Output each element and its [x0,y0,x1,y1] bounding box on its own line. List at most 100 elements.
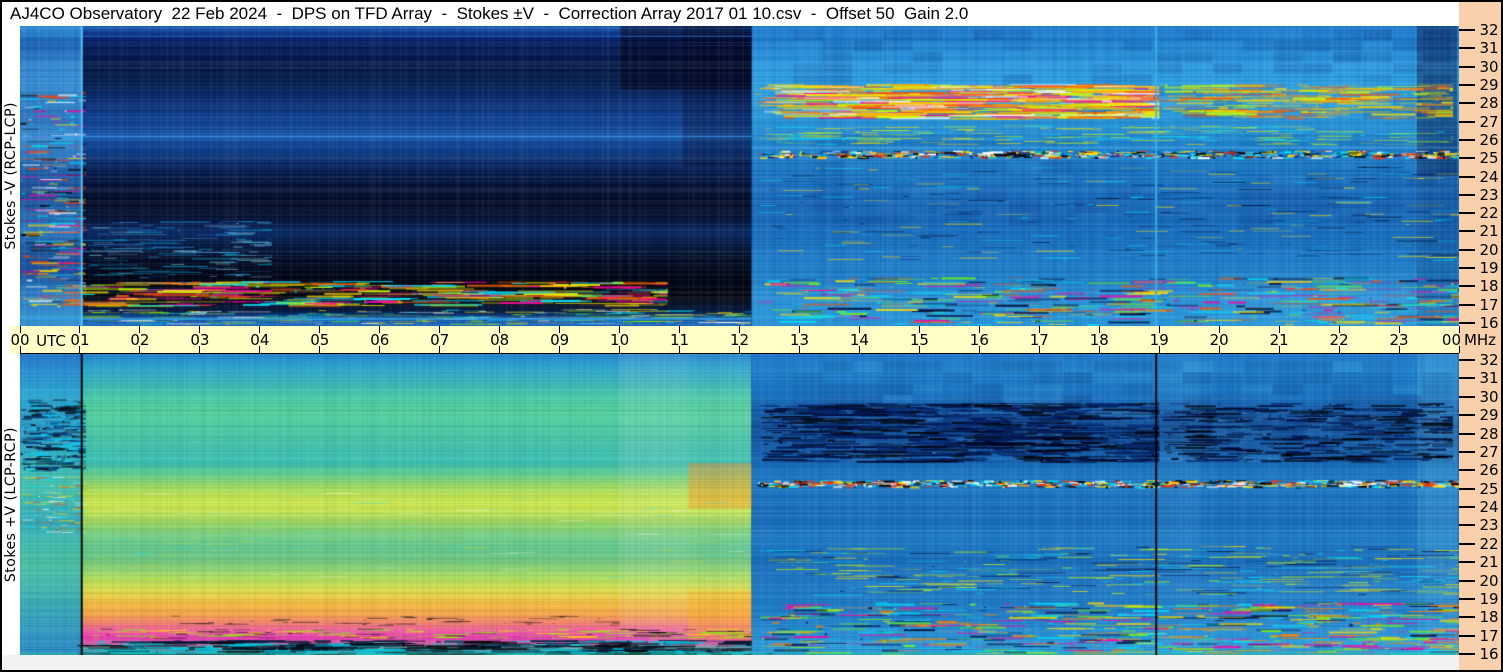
freq-tick-label: 27 [1479,442,1499,461]
bottom-panel-label-box: Stokes +V (LCP-RCP) [2,354,20,655]
freq-tick [1459,579,1475,582]
time-tick [798,346,800,353]
time-tick-label: 21 [1269,331,1289,349]
freq-tick-label: 17 [1479,295,1499,314]
time-tick-label: 15 [909,331,929,349]
freq-tick [1459,359,1475,361]
time-tick-label: 05 [310,331,330,349]
time-tick [1338,326,1340,333]
time-tick-label: 09 [550,331,570,349]
time-tick [1038,326,1040,333]
freq-tick-label: 23 [1479,516,1499,535]
freq-tick-label: 29 [1479,75,1499,94]
time-tick [858,346,860,353]
freq-tick-label: 24 [1479,498,1499,516]
freq-tick-label: 32 [1479,351,1499,369]
freq-tick [1459,395,1475,398]
time-tick [619,326,621,333]
freq-tick [1459,597,1475,600]
freq-tick [1459,193,1475,196]
freq-tick-label: 19 [1479,589,1499,608]
freq-tick [1459,303,1475,306]
freq-tick [1459,469,1475,472]
freq-tick [1459,377,1475,380]
time-tick-label: 06 [370,331,390,349]
freq-tick [1459,487,1475,490]
time-tick [259,346,261,353]
time-tick [858,326,860,333]
time-tick [1158,346,1160,353]
time-tick [19,346,21,353]
time-tick-label: 19 [1149,331,1169,349]
time-tick [379,326,381,333]
time-tick-label: 00 [10,331,30,349]
freq-tick [1459,432,1475,435]
freq-tick-label: 26 [1479,130,1499,149]
title-bar: AJ4CO Observatory 22 Feb 2024 - DPS on T… [2,2,1459,26]
top-panel-label-box: Stokes -V (RCP-LCP) [2,26,20,326]
freq-tick-label: 21 [1479,553,1499,572]
time-tick [619,346,621,353]
freq-tick [1459,175,1475,178]
time-tick-label: 11 [669,331,690,349]
spectrogram-stokes-pos-v [20,354,1459,655]
time-tick-label: 16 [969,331,989,349]
time-tick-label: 08 [490,331,510,349]
time-tick-label: 14 [849,331,869,349]
time-tick [499,326,501,333]
time-tick [499,346,501,353]
freq-tick-label: 16 [1479,314,1499,332]
time-tick [739,346,740,353]
freq-tick [1459,414,1475,417]
freq-tick-label: 30 [1479,57,1499,76]
freq-tick [1459,616,1475,619]
freq-tick-label: 25 [1479,149,1499,168]
time-tick-label: 22 [1329,331,1349,349]
time-tick [439,326,441,333]
freq-tick [1459,267,1475,270]
time-tick [739,326,740,333]
time-tick [1098,346,1100,353]
time-tick-label: 00 [1441,331,1461,349]
time-tick-label: 01 [70,331,90,349]
freq-tick-label: 17 [1479,626,1499,645]
freq-tick [1459,542,1475,545]
freq-tick-label: 19 [1479,259,1499,278]
time-tick [679,346,681,353]
time-tick [1398,346,1400,353]
freq-tick [1459,561,1475,564]
time-tick [798,326,800,333]
time-tick [199,326,201,333]
freq-tick-label: 30 [1479,387,1499,406]
time-tick [918,346,920,353]
time-tick [379,346,381,353]
freq-tick-label: 24 [1479,167,1499,186]
freq-tick [1459,29,1475,31]
freq-tick-label: 26 [1479,461,1499,480]
mhz-unit-label: MHz [1463,331,1497,349]
freq-tick-label: 29 [1479,406,1499,425]
time-tick [1338,346,1340,353]
freq-tick [1459,212,1475,215]
freq-tick-label: 28 [1479,424,1499,443]
freq-tick [1459,506,1475,508]
time-tick [199,346,201,353]
freq-tick-label: 25 [1479,479,1499,498]
freq-tick-label: 16 [1479,645,1499,663]
freq-tick [1459,120,1475,123]
time-tick [1098,326,1100,333]
freq-tick-label: 27 [1479,112,1499,131]
freq-tick [1459,157,1475,160]
freq-tick [1459,47,1475,50]
freq-tick [1459,634,1475,637]
time-tick [439,346,441,353]
freq-tick [1459,524,1475,527]
freq-tick-label: 31 [1479,369,1499,388]
time-tick-label: 17 [1029,331,1049,349]
time-tick [1458,346,1460,353]
spectrogram-stokes-neg-v [20,26,1459,326]
bottom-panel-label: Stokes +V (LCP-RCP) [3,426,19,583]
freq-tick [1459,322,1475,324]
time-tick [79,346,81,353]
